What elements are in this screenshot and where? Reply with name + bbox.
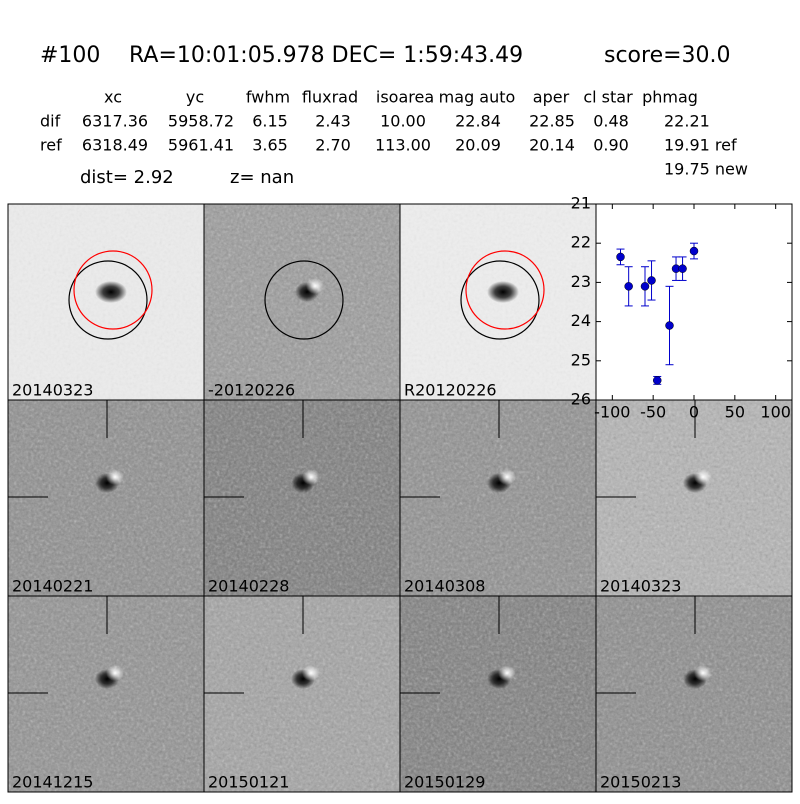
data-point xyxy=(653,376,662,385)
x-tick-label: -100 xyxy=(594,403,630,422)
x-tick-label: 50 xyxy=(725,403,745,422)
table-cell: 0.48 xyxy=(593,112,629,131)
source-dark xyxy=(487,281,519,303)
cutout-label: 20140323 xyxy=(12,381,93,400)
cutout-label: 20140308 xyxy=(404,577,485,596)
source-light xyxy=(498,469,516,485)
cutout-noise xyxy=(400,400,596,596)
y-tick-label: 24 xyxy=(571,311,591,330)
data-point xyxy=(616,252,625,262)
cutout-label: R20120226 xyxy=(404,381,497,400)
column-header: phmag xyxy=(642,88,698,107)
phmag-new: 19.75 new xyxy=(664,160,748,179)
column-header: xc xyxy=(104,88,122,107)
source-light xyxy=(694,469,712,485)
table-cell: 20.09 xyxy=(455,136,501,155)
data-point xyxy=(640,282,650,291)
cutout-label: 20150213 xyxy=(600,773,681,792)
data-point xyxy=(624,282,633,291)
cutout-label: -20120226 xyxy=(208,381,295,400)
column-header: cl star xyxy=(583,88,633,107)
y-tick-label: 22 xyxy=(571,233,591,252)
cutout-noise xyxy=(204,400,400,596)
column-header: yc xyxy=(186,88,204,107)
column-header: isoarea xyxy=(376,88,434,107)
cutout-noise xyxy=(8,596,204,792)
column-header: mag auto xyxy=(439,88,516,107)
y-tick-label: 25 xyxy=(571,350,591,369)
table-cell: 19.91 ref xyxy=(664,136,737,155)
column-header: fwhm xyxy=(246,88,290,107)
table-cell: 113.00 xyxy=(375,136,431,155)
data-point xyxy=(665,321,674,330)
dist: dist= 2.92 xyxy=(80,167,174,188)
table-cell: 22.85 xyxy=(529,112,575,131)
cutout-noise xyxy=(400,596,596,792)
cutout-label: 20150129 xyxy=(404,773,485,792)
aperture-circle xyxy=(264,260,344,340)
column-header: fluxrad xyxy=(302,88,358,107)
row-label: ref xyxy=(40,136,62,155)
table-cell: 0.90 xyxy=(593,136,629,155)
table-cell: 6317.36 xyxy=(82,112,148,131)
source-light xyxy=(106,665,124,681)
cutout-noise xyxy=(204,204,400,400)
aperture-circle xyxy=(68,260,148,340)
x-tick-label: 100 xyxy=(760,403,791,422)
table-cell: 2.43 xyxy=(315,112,351,131)
table-cell: 22.21 xyxy=(664,112,710,131)
source-dark xyxy=(95,281,127,303)
title-id: #100 xyxy=(40,43,100,68)
title-coords: RA=10:01:05.978 DEC= 1:59:43.49 xyxy=(129,43,523,68)
table-cell: 5961.41 xyxy=(168,136,234,155)
cutout-noise xyxy=(204,596,400,792)
cutout-noise xyxy=(596,400,792,596)
cutout-label: 20150121 xyxy=(208,773,289,792)
title-score: score=30.0 xyxy=(604,43,731,68)
table-cell: 6.15 xyxy=(252,112,288,131)
aperture-circle-ref xyxy=(73,250,153,330)
cutout-noise xyxy=(8,400,204,596)
data-point xyxy=(647,276,656,285)
table-cell: 20.14 xyxy=(529,136,575,155)
y-tick-label: 21 xyxy=(571,194,591,213)
source-light xyxy=(694,665,712,681)
source-light xyxy=(302,469,320,485)
source-light xyxy=(306,278,324,294)
redshift: z= nan xyxy=(230,167,294,188)
plot-area xyxy=(596,204,792,400)
table-cell: 10.00 xyxy=(380,112,426,131)
data-point xyxy=(678,264,687,273)
source-light xyxy=(106,469,124,485)
y-tick-label: 26 xyxy=(571,390,591,409)
source-light xyxy=(498,665,516,681)
y-tick-label: 23 xyxy=(571,272,591,291)
cutout-noise xyxy=(596,596,792,792)
column-header: aper xyxy=(533,88,570,107)
row-label: dif xyxy=(40,112,61,131)
x-tick-label: -50 xyxy=(640,403,666,422)
table-cell: 3.65 xyxy=(252,136,288,155)
cutout-label: 20140221 xyxy=(12,577,93,596)
aperture-circle-ref xyxy=(465,250,545,330)
cutout-label: 20141215 xyxy=(12,773,93,792)
aperture-circle xyxy=(460,260,540,340)
table-cell: 6318.49 xyxy=(82,136,148,155)
data-point xyxy=(689,246,699,256)
source-light xyxy=(302,665,320,681)
cutout-label: 20140228 xyxy=(208,577,289,596)
x-tick-label: 0 xyxy=(689,403,699,422)
table-cell: 2.70 xyxy=(315,136,351,155)
cutout-label: 20140323 xyxy=(600,577,681,596)
table-cell: 22.84 xyxy=(455,112,501,131)
plot-frame xyxy=(595,203,793,401)
table-cell: 5958.72 xyxy=(168,112,234,131)
cutout-frame xyxy=(595,595,793,793)
